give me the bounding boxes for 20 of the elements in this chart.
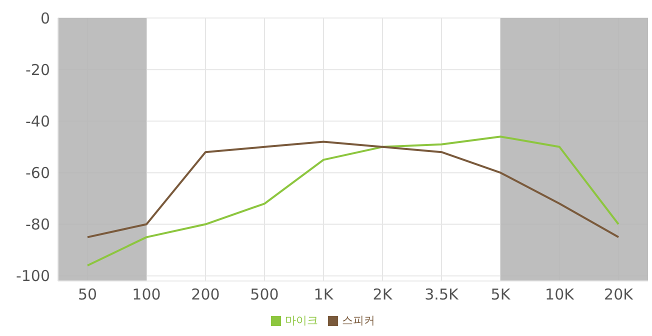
line-series bbox=[86, 140, 620, 238]
legend-label: 스피커 bbox=[342, 314, 375, 327]
x-tick-label: 50 bbox=[78, 286, 98, 304]
y-tick-label: -60 bbox=[26, 164, 50, 182]
y-tick-label: -40 bbox=[26, 112, 50, 130]
y-tick-label: 0 bbox=[40, 9, 50, 28]
x-tick-label: 100 bbox=[132, 286, 161, 304]
x-tick-label: 200 bbox=[191, 286, 220, 304]
x-tick-label: 10K bbox=[545, 286, 576, 304]
x-tick-label: 5K bbox=[490, 286, 512, 304]
x-tick-label: 3.5K bbox=[424, 286, 460, 304]
x-tick-label: 2K bbox=[372, 286, 394, 304]
y-tick-label: -20 bbox=[26, 60, 50, 79]
legend-label: 마이크 bbox=[285, 314, 318, 327]
y-tick-label: -100 bbox=[16, 267, 50, 286]
x-tick-label: 20K bbox=[604, 286, 634, 304]
line-series bbox=[86, 136, 620, 267]
x-tick-label: 500 bbox=[250, 286, 279, 304]
y-tick-label: -80 bbox=[26, 216, 50, 234]
x-tick-label: 1K bbox=[314, 286, 334, 304]
